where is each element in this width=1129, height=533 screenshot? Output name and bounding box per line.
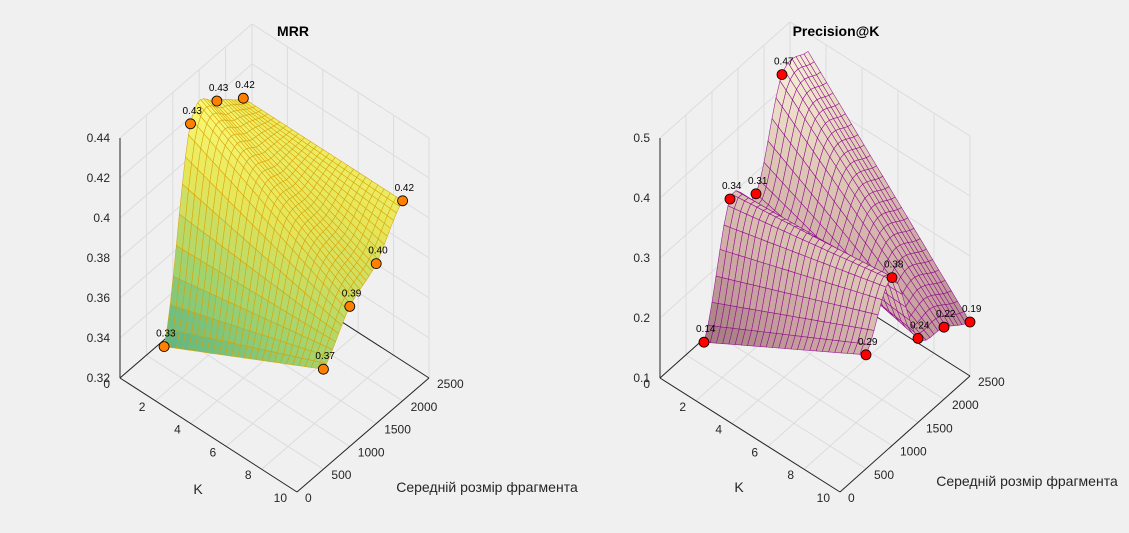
precision-data-point bbox=[938, 321, 950, 333]
mrr-data-label: 0.33 bbox=[156, 329, 176, 340]
precision-k-tick-label: 0 bbox=[643, 377, 650, 391]
precision-wall-gridline bbox=[659, 81, 791, 199]
mrr-data-point bbox=[397, 195, 409, 207]
precision-size-tick-label: 2500 bbox=[978, 375, 1005, 389]
mrr-size-tick-label: 2000 bbox=[411, 400, 438, 414]
mrr-data-label: 0.39 bbox=[342, 288, 362, 299]
precision-data-label: 0.29 bbox=[858, 337, 878, 348]
precision-data-label: 0.22 bbox=[936, 309, 956, 320]
mrr-floor-gridline bbox=[261, 354, 394, 470]
precision-size-tick-label: 1500 bbox=[926, 421, 953, 435]
mrr-k-tick-label: 0 bbox=[103, 377, 110, 391]
mrr-data-label: 0.42 bbox=[235, 80, 255, 91]
mrr-z-tick-label: 0.32 bbox=[87, 371, 111, 385]
precision-k-tick-label: 2 bbox=[679, 400, 686, 414]
precision-size-tick-label: 1000 bbox=[900, 445, 927, 459]
mrr-size-axis-label: Середній розмір фрагмента bbox=[396, 479, 578, 495]
mrr-k-tick-label: 4 bbox=[174, 423, 181, 437]
precision-floor-gridline bbox=[767, 330, 899, 447]
mrr-title: MRR bbox=[277, 23, 309, 39]
precision-data-point bbox=[724, 193, 736, 205]
precision-data-label: 0.38 bbox=[884, 260, 904, 271]
precision-k-tick-label: 10 bbox=[817, 491, 831, 505]
precision-size-tick-label: 500 bbox=[874, 468, 894, 482]
mrr-data-point bbox=[211, 95, 223, 107]
precision-data-label: 0.31 bbox=[748, 176, 768, 187]
precision-z-tick-label: 0.2 bbox=[633, 311, 650, 325]
mrr-data-label: 0.40 bbox=[368, 246, 388, 257]
mrr-surface bbox=[163, 97, 403, 370]
precision-size-tick-label: 0 bbox=[848, 491, 855, 505]
mrr-k-tick-label: 10 bbox=[274, 491, 288, 505]
mrr-z-tick-label: 0.34 bbox=[87, 331, 111, 345]
precision-data-point bbox=[912, 332, 924, 344]
precision-wall-gridline bbox=[789, 21, 971, 137]
mrr-k-tick-label: 6 bbox=[210, 445, 217, 459]
mrr-data-label: 0.43 bbox=[183, 106, 203, 117]
precision-title: Precision@K bbox=[793, 23, 880, 39]
mrr-data-point bbox=[185, 118, 196, 130]
mrr-data-point bbox=[370, 258, 382, 270]
mrr-size-tick-label: 1000 bbox=[358, 445, 385, 459]
precision-data-point bbox=[886, 272, 898, 284]
precision-axis-line bbox=[839, 375, 971, 493]
precision-data-point bbox=[776, 69, 788, 80]
precision-data-point bbox=[750, 188, 762, 200]
mrr-axis-line bbox=[119, 377, 298, 493]
precision-data-label: 0.14 bbox=[696, 324, 716, 335]
precision-data-label: 0.47 bbox=[774, 57, 794, 68]
mrr-z-tick-label: 0.38 bbox=[87, 251, 111, 265]
mrr-z-tick-label: 0.42 bbox=[87, 171, 111, 185]
mrr-data-point bbox=[317, 363, 329, 375]
mrr-data-label: 0.43 bbox=[209, 83, 229, 94]
mrr-k-axis-label: K bbox=[193, 481, 203, 497]
mrr-z-tick-label: 0.44 bbox=[87, 131, 111, 145]
mrr-size-tick-label: 2500 bbox=[437, 377, 464, 391]
precision-k-tick-label: 6 bbox=[751, 445, 758, 459]
mrr-axis-line bbox=[296, 377, 430, 493]
precision-data-point bbox=[964, 316, 976, 328]
precision-z-tick-label: 0.1 bbox=[633, 371, 650, 385]
precision-data-point bbox=[860, 349, 872, 361]
mrr-wall-gridline bbox=[251, 23, 430, 139]
precision-surface bbox=[703, 50, 971, 356]
precision-floor-gridline bbox=[803, 352, 935, 470]
mrr-data-point bbox=[344, 300, 356, 312]
mrr-k-tick-label: 8 bbox=[245, 468, 252, 482]
mrr-z-tick-label: 0.36 bbox=[87, 291, 111, 305]
mrr-floor-gridline bbox=[225, 332, 359, 447]
precision-wall-gridline bbox=[659, 21, 791, 139]
mrr-data-point bbox=[237, 92, 249, 104]
mrr-data-label: 0.37 bbox=[315, 351, 335, 362]
precision-k-tick-label: 4 bbox=[715, 423, 722, 437]
mrr-wall-gridline bbox=[119, 23, 253, 139]
precision-data-point bbox=[698, 336, 710, 348]
precision-data-label: 0.24 bbox=[910, 320, 930, 331]
mrr-surface-plot: 0.32 0.34 0.36 0.38 0.4 0.42 0.44 0 2 4 6 8 10 0 500 10… bbox=[87, 23, 578, 505]
precision-size-axis-label: Середній розмір фрагмента bbox=[936, 473, 1118, 489]
precision-data-label: 0.34 bbox=[722, 181, 742, 192]
mrr-size-tick-label: 1500 bbox=[384, 423, 411, 437]
mrr-size-tick-label: 500 bbox=[331, 468, 351, 482]
mrr-k-tick-label: 2 bbox=[139, 400, 146, 414]
precision-z-tick-label: 0.3 bbox=[633, 251, 650, 265]
precision-k-axis-label: K bbox=[734, 479, 744, 495]
precision-floor-gridline bbox=[711, 331, 893, 447]
mrr-data-point bbox=[158, 341, 170, 353]
mrr-z-tick-label: 0.4 bbox=[93, 211, 110, 225]
mrr-data-label: 0.42 bbox=[395, 183, 415, 194]
precision-data-label: 0.19 bbox=[962, 304, 982, 315]
mrr-wall-gridline bbox=[251, 63, 430, 179]
precision-z-tick-label: 0.5 bbox=[633, 131, 650, 145]
precision-floor-gridline bbox=[685, 354, 867, 470]
precision-surface-plot: 0.1 0.2 0.3 0.4 0.5 0 2 4 6 8 10 0 500 1000 1500 2000 25… bbox=[633, 21, 1118, 505]
mrr-size-tick-label: 0 bbox=[305, 491, 312, 505]
precision-size-tick-label: 2000 bbox=[952, 398, 979, 412]
precision-axis-line bbox=[659, 377, 841, 493]
precision-k-tick-label: 8 bbox=[787, 468, 794, 482]
mrr-floor-gridline bbox=[146, 354, 324, 470]
precision-z-tick-label: 0.4 bbox=[633, 191, 650, 205]
